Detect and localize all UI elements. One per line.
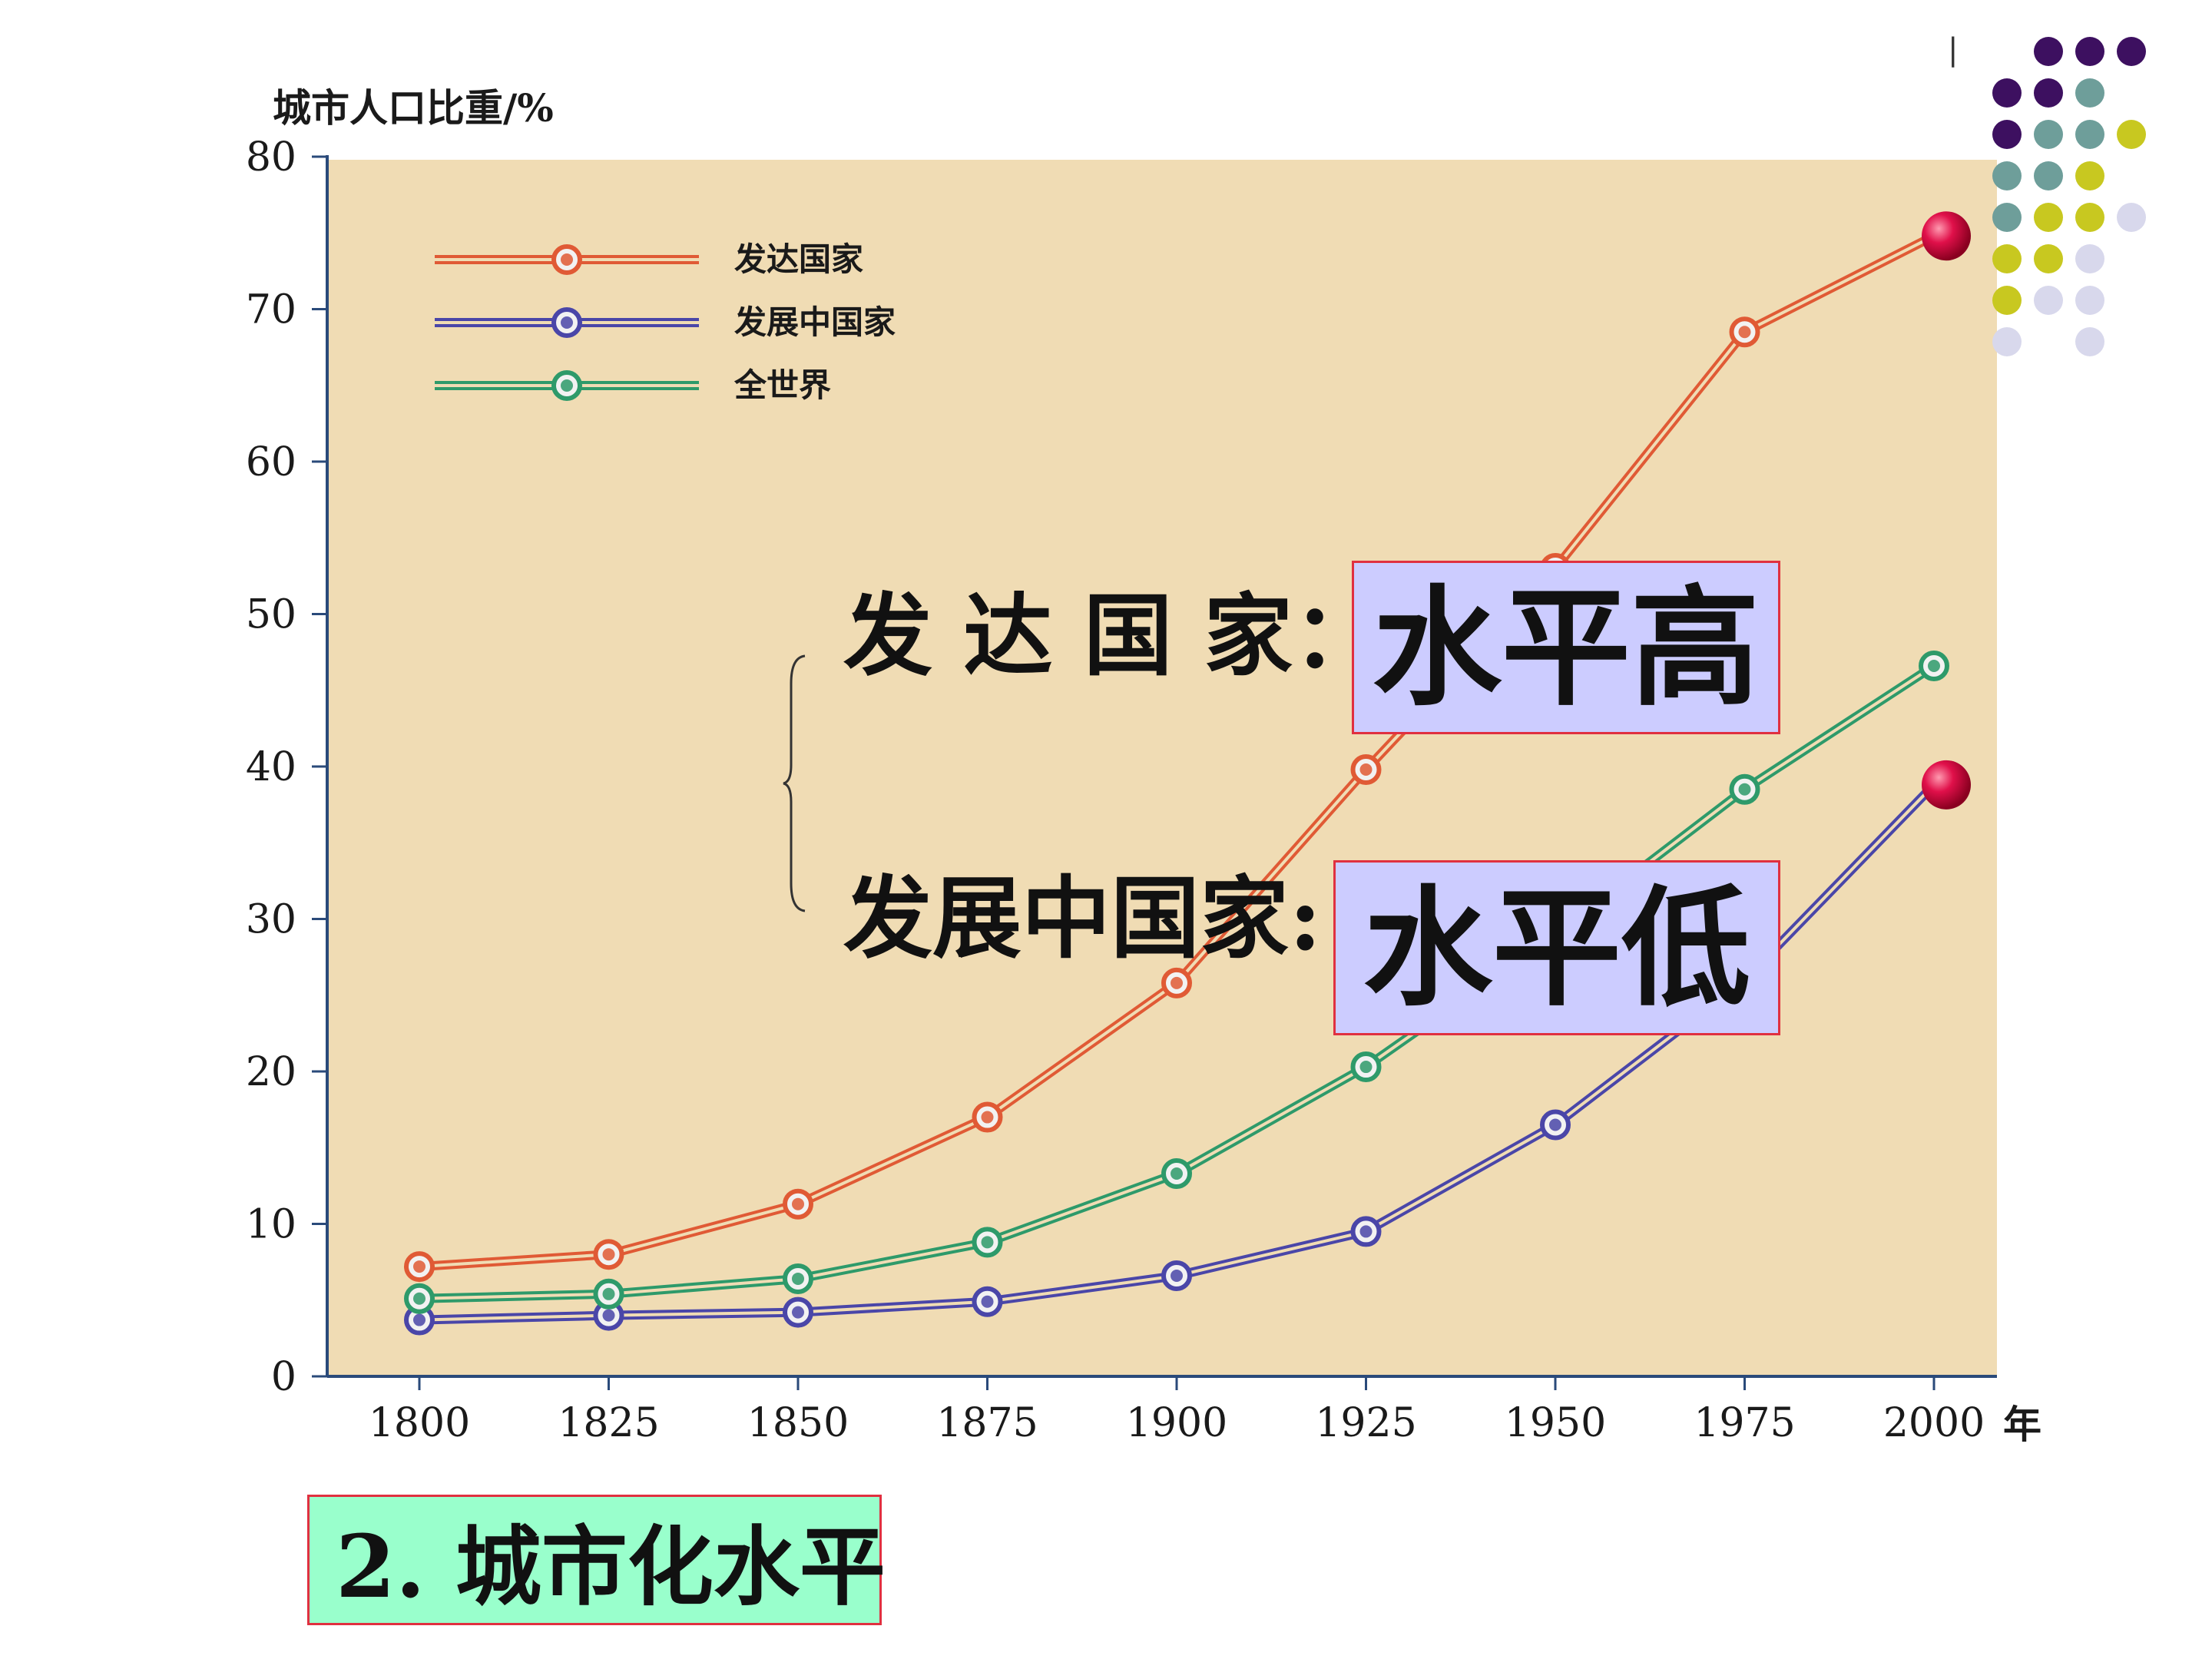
data-point-core [413,1313,426,1326]
y-tick-label: 20 [246,1049,296,1095]
highlight-point [1922,760,1971,810]
decoration-dot [2075,78,2104,108]
decoration-dot [2034,203,2063,232]
decoration-dot [2075,327,2104,356]
decoration-dot [2034,286,2063,315]
decoration-dot [2117,120,2146,149]
legend-marker-core [561,316,573,329]
legend-marker-core [561,379,573,392]
x-tick-label: 1850 [747,1400,849,1446]
decoration-dot [2075,161,2104,190]
data-point-core [792,1272,804,1285]
series-1 [404,211,1971,1283]
y-tick-label: 70 [246,287,296,333]
x-tick-label: 2000 [1883,1400,1985,1446]
legend-item-3: 全世界 [435,366,831,404]
decoration-dot [1992,120,2022,149]
data-point-core [792,1197,804,1210]
data-point-core [602,1248,615,1261]
slide-title: 2. 城市化水平 [307,1495,886,1625]
x-axis-unit: 年 [2003,1402,2041,1447]
series-3 [404,650,1949,1314]
decoration-tick: | [1948,32,1959,68]
x-tick-label: 1925 [1315,1400,1416,1446]
decoration-dot [2075,120,2104,149]
y-axis-title: 城市人口比重/% [273,85,554,131]
data-point-core [1738,783,1751,796]
decoration-dot [2075,244,2104,273]
y-tick-label: 10 [246,1202,296,1248]
decoration-dot [2117,203,2146,232]
y-tick-label: 40 [246,744,296,790]
legend-label: 发达国家 [734,240,863,278]
series-layer [404,211,1971,1336]
x-tick-label: 1800 [369,1400,470,1446]
data-point-core [602,1287,615,1300]
data-point-core [1171,976,1183,989]
y-tick-label: 50 [246,592,296,638]
decoration-dot [2075,37,2104,66]
data-point-core [1359,1061,1373,1074]
developing-countries-label: 发展中国家: [843,866,1322,971]
data-point-core [1171,1269,1183,1282]
data-point-core [1549,1118,1561,1131]
decoration-dot [1992,203,2022,232]
x-tick-label: 1900 [1126,1400,1227,1446]
y-tick-label: 60 [246,439,296,485]
axes: 0 10 20 30 40 50 60 70 80 1800 1825 1850 1875 1900 192… [246,134,1997,1446]
data-point-core [1171,1167,1183,1180]
developed-countries-label: 发 达 国 家： [843,584,1382,688]
data-point-core [602,1309,615,1322]
decoration-dot [2034,244,2063,273]
y-tick-label: 30 [246,897,296,943]
data-point-core [981,1236,994,1249]
y-tick-label: 80 [246,134,296,180]
data-point-core [1928,659,1940,672]
legend-label: 全世界 [733,366,831,404]
decoration-dot [1992,327,2022,356]
data-point-core [792,1306,804,1319]
data-point-core [981,1295,994,1308]
decoration-dot [1992,244,2022,273]
y-tick-label: 0 [271,1354,296,1400]
data-point-core [981,1111,994,1124]
decoration-dot [2034,78,2063,108]
data-point-core [1359,1225,1373,1238]
x-tick-label: 1825 [558,1400,659,1446]
decoration-dot [2034,120,2063,149]
decoration-dot [1992,78,2022,108]
data-point-core [1359,763,1373,776]
highlight-point [1922,211,1971,261]
decoration-dot [2034,161,2063,190]
x-tick-label: 1875 [936,1400,1038,1446]
legend-item-1: 发达国家 [435,240,863,278]
data-point-core [413,1260,426,1273]
x-tick-label: 1950 [1505,1400,1606,1446]
legend-item-2: 发展中国家 [435,303,896,341]
decoration-dot [1992,161,2022,190]
x-tick-label: 1975 [1694,1400,1795,1446]
decoration-dot [2075,286,2104,315]
decoration-dot [1992,286,2022,315]
developed-level-box: 水平高 [1352,561,1780,734]
decoration-dot [2075,203,2104,232]
decoration-dot [2117,37,2146,66]
data-point-core [413,1292,426,1305]
legend-label: 发展中国家 [734,303,896,341]
decoration-dot [2034,37,2063,66]
developing-level-box: 水平低 [1333,860,1780,1035]
legend-marker-core [561,253,573,266]
data-point-core [1738,326,1751,339]
brace [783,654,806,912]
